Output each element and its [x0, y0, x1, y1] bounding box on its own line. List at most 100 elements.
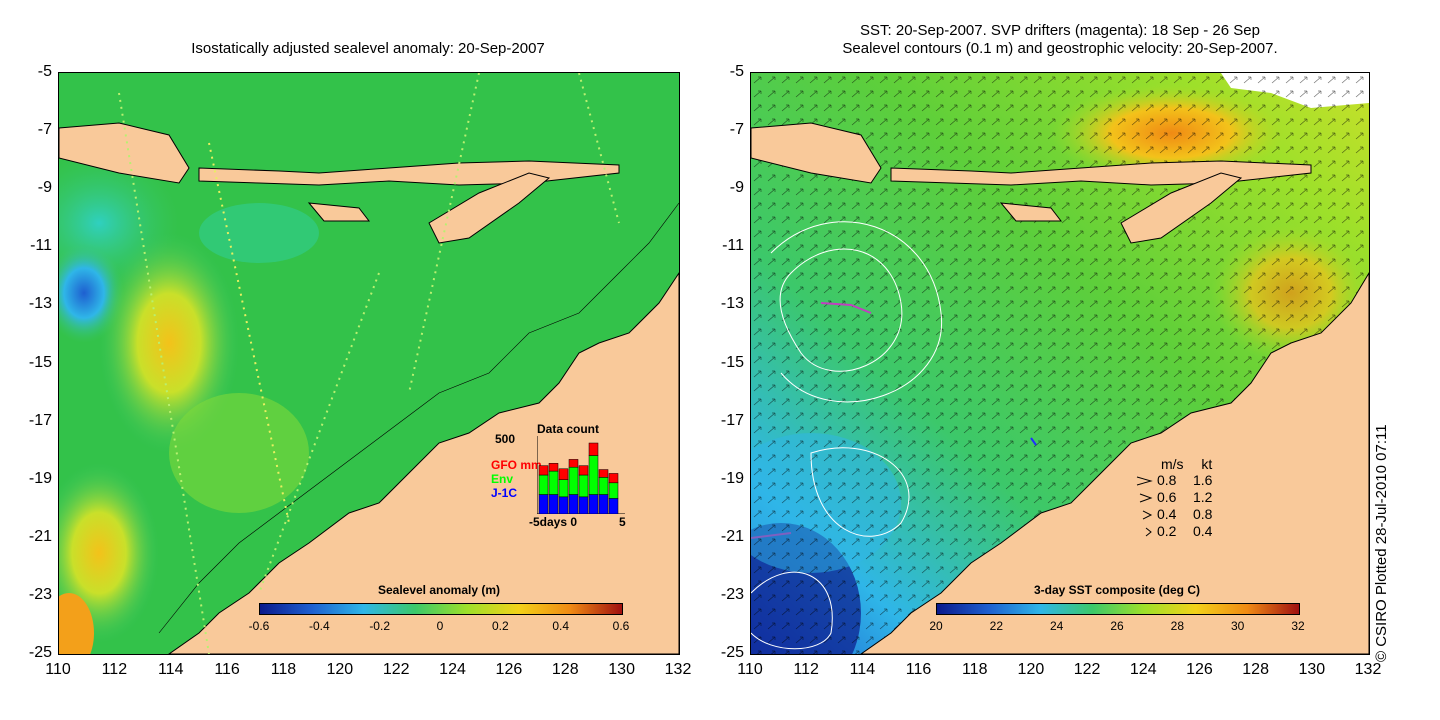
speed-ms-value: 0.2: [1157, 523, 1177, 539]
inset-bar-gfo: [598, 469, 609, 478]
inset-title: Data count: [537, 422, 600, 436]
cyan-patch-central: [199, 203, 319, 263]
right-y-tick-label: -5: [729, 63, 744, 80]
timor-island: [428, 172, 551, 244]
left-y-tick-label: -17: [28, 411, 52, 429]
speed-ms-value: 0.6: [1157, 489, 1177, 505]
altimeter-track-3: [258, 272, 380, 594]
speed-kt-value: 0.4: [1193, 523, 1213, 539]
left-y-tick-label: -15: [28, 353, 52, 371]
left-x-tick-label: 110: [45, 661, 71, 678]
right-x-tick-label: 124: [1129, 661, 1157, 678]
inset-bar-j1: [538, 494, 549, 514]
right-colorbar-tick: 22: [989, 619, 1003, 633]
speed-kt-value: 1.2: [1193, 489, 1213, 505]
sealevel-contour-3: [751, 571, 833, 650]
copyright-credit: © CSIRO Plotted 28-Jul-2010 07:11: [1373, 424, 1390, 662]
left-colorbar-tick: 0.4: [552, 619, 569, 633]
inset-bar-j1: [558, 496, 569, 514]
sst-map: m/s kt 0.8 1.6 0.6 1.2 0.4 0.8 0.2 0.4 3-day SS…: [750, 72, 1370, 655]
inset-bar-env: [588, 455, 599, 495]
inset-x-axis: -5days 0: [529, 515, 578, 529]
right-x-tick-label: 132: [1354, 661, 1382, 678]
left-y-tick-label: -9: [37, 179, 52, 197]
left-x-tick-label: 128: [551, 661, 579, 678]
inset-bar-j1: [578, 496, 589, 514]
inset-bar-gfo: [588, 442, 599, 456]
right-x-tick-label: 130: [1298, 661, 1326, 678]
inset-ymax: 500: [495, 432, 516, 446]
left-y-tick-label: -19: [28, 469, 52, 487]
speed-arrow-icon: [1142, 510, 1153, 520]
inset-bar-env: [548, 470, 559, 495]
sealevel-map-svg: [59, 73, 679, 654]
left-x-tick-label: 118: [270, 661, 297, 678]
left-y-tick-label: -7: [37, 121, 52, 139]
right-x-tick-label: 126: [1186, 661, 1213, 678]
sumba-island-right: [999, 202, 1063, 222]
inset-bar-j1: [568, 494, 579, 514]
left-y-tick-label: -5: [37, 63, 52, 80]
sumba-island: [307, 202, 371, 222]
right-colorbar-tick: 20: [929, 619, 943, 633]
right-x-tick-label: 122: [1073, 661, 1101, 678]
inset-bar-env: [538, 474, 549, 495]
legend-env: Env: [491, 472, 514, 486]
inset-bar-chart: [537, 436, 625, 514]
left-y-tick-label: -11: [30, 237, 52, 255]
speed-arrow-icon: [1145, 527, 1152, 537]
inset-bar-env: [608, 482, 619, 499]
right-y-tick-label: -17: [720, 411, 744, 429]
right-colorbar-tick: 28: [1170, 619, 1184, 633]
left-x-tick-label: 130: [608, 661, 635, 678]
inset-bar-j1: [598, 494, 609, 514]
left-x-tick-label: 112: [101, 661, 128, 678]
left-colorbar-title: Sealevel anomaly (m): [377, 583, 501, 597]
right-colorbar-tick: 26: [1110, 619, 1124, 633]
left-x-tick-label: 122: [382, 661, 410, 678]
drifter-track-2: [1030, 437, 1037, 446]
right-y-tick-label: -21: [720, 527, 744, 545]
inset-bar-j1: [588, 494, 599, 514]
drifter-track-3: [751, 532, 792, 539]
left-x-tick-label: 132: [664, 661, 692, 678]
right-x-tick-label: 116: [905, 661, 932, 678]
right-colorbar-title: 3-day SST composite (deg C): [1033, 583, 1201, 597]
sealevel-contour-2: [770, 221, 942, 403]
inset-bar-env: [598, 477, 609, 495]
sst-map-svg: [751, 73, 1369, 654]
left-colorbar-tick: -0.4: [308, 619, 330, 633]
java-landmass: [59, 122, 190, 184]
inset-bar-gfo: [578, 465, 589, 476]
inset-bar-env: [578, 474, 589, 498]
australia-landmass: [168, 272, 679, 654]
right-panel-title-line1: SST: 20-Sep-2007. SVP drifters (magenta)…: [860, 22, 1260, 39]
sealevel-contour-1: [779, 248, 903, 372]
speed-ms-value: 0.4: [1157, 506, 1177, 522]
altimeter-track-2: [208, 142, 290, 524]
high-anomaly-sw: [59, 593, 94, 654]
left-colorbar: [259, 603, 623, 615]
right-colorbar-tick: 32: [1291, 619, 1305, 633]
inset-bar-env: [568, 466, 579, 495]
inset-bar-gfo: [568, 459, 579, 468]
speed-arrow-icon: [1136, 476, 1153, 486]
inset-bar-gfo: [608, 473, 619, 484]
speed-legend-row: 0.4 0.8: [1131, 506, 1212, 522]
left-colorbar-tick: 0.2: [491, 619, 509, 633]
left-x-tick-label: 116: [214, 661, 240, 678]
speed-arrow-icon: [1139, 493, 1153, 503]
sealevel-contour-4: [810, 447, 910, 537]
left-y-tick-label: -25: [28, 644, 52, 661]
left-y-tick-label: -23: [28, 585, 52, 603]
inset-bar-j1: [548, 494, 559, 514]
data-count-inset: Data count 500 GFO mm Env J-1C -5days 0 …: [489, 418, 629, 529]
right-y-tick-label: -15: [720, 353, 744, 371]
right-y-tick-label: -11: [722, 237, 744, 255]
left-y-tick-label: -13: [28, 295, 52, 313]
speed-ms-value: 0.8: [1157, 472, 1177, 488]
speed-legend-row: 0.8 1.6: [1131, 472, 1212, 488]
right-x-tick-label: 118: [961, 661, 988, 678]
left-x-tick-label: 120: [326, 661, 354, 678]
inset-x-end: 5: [619, 515, 626, 529]
